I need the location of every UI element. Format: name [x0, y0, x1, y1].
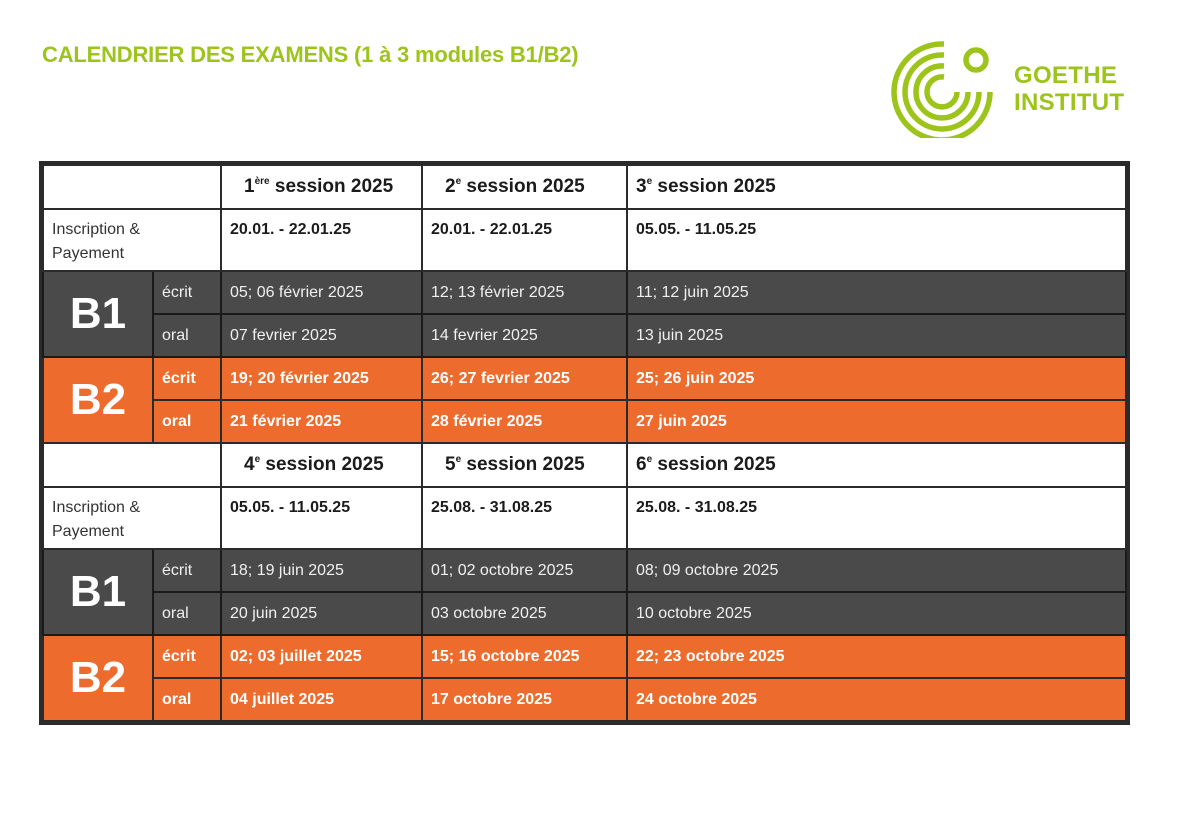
- b1-ecrit-row: B1 écrit 18; 19 juin 2025 01; 02 octobre…: [42, 548, 1127, 636]
- session-header: 4e session 2025: [220, 442, 423, 488]
- logo-line-2: INSTITUT: [1014, 89, 1125, 116]
- inscription-row: Inscription & Payement 05.05. - 11.05.25…: [42, 486, 1127, 550]
- logo-line-1: GOETHE: [1014, 62, 1118, 89]
- exam-type-label: oral: [152, 399, 222, 444]
- exam-date: 07 fevrier 2025: [220, 313, 423, 358]
- exam-date: 17 octobre 2025: [421, 677, 628, 722]
- session-header: 2e session 2025: [421, 164, 628, 210]
- exam-date: 04 juillet 2025: [220, 677, 423, 722]
- empty-corner-cell: [42, 442, 222, 488]
- exam-date: 28 février 2025: [421, 399, 628, 444]
- exam-date: 05; 06 février 2025: [220, 270, 423, 315]
- level-b1-label: B1: [42, 270, 154, 358]
- b2-oral-row: oral 04 juillet 2025 17 octobre 2025 24 …: [43, 677, 1127, 722]
- session-header-row: 4e session 2025 5e session 2025 6e sessi…: [42, 442, 1127, 488]
- exam-date: 15; 16 octobre 2025: [421, 634, 628, 679]
- exam-date: 20 juin 2025: [220, 591, 423, 636]
- level-b1-label: B1: [42, 548, 154, 636]
- exam-type-label: écrit: [152, 270, 222, 315]
- session-header: 6e session 2025: [626, 442, 1127, 488]
- goethe-institut-logo: GOETHE INSTITUT: [890, 38, 1130, 138]
- b1-oral-row: oral 07 fevrier 2025 14 fevrier 2025 13 …: [43, 313, 1127, 358]
- inscription-dates: 05.05. - 11.05.25: [626, 208, 1127, 272]
- inscription-dates: 20.01. - 22.01.25: [220, 208, 423, 272]
- level-b2-label: B2: [42, 634, 154, 722]
- empty-corner-cell: [42, 164, 222, 210]
- exam-date: 19; 20 février 2025: [220, 356, 423, 401]
- exam-date: 26; 27 fevrier 2025: [421, 356, 628, 401]
- exam-date: 24 octobre 2025: [626, 677, 1127, 722]
- inscription-label: Inscription & Payement: [42, 208, 222, 272]
- b2-ecrit-row: B2 écrit 02; 03 juillet 2025 15; 16 octo…: [42, 634, 1127, 722]
- exam-date: 12; 13 février 2025: [421, 270, 628, 315]
- b1-ecrit-row: B1 écrit 05; 06 février 2025 12; 13 févr…: [42, 270, 1127, 358]
- exam-date: 10 octobre 2025: [626, 591, 1127, 636]
- b2-ecrit-row: B2 écrit 19; 20 février 2025 26; 27 fevr…: [42, 356, 1127, 444]
- session-header: 1ère session 2025: [220, 164, 423, 210]
- level-b2-label: B2: [42, 356, 154, 444]
- exam-date: 25; 26 juin 2025: [626, 356, 1127, 401]
- exam-date: 13 juin 2025: [626, 313, 1127, 358]
- page-title: CALENDRIER DES EXAMENS (1 à 3 modules B1…: [42, 42, 579, 67]
- session-header-row: 1ère session 2025 2e session 2025 3e ses…: [42, 164, 1127, 210]
- inscription-dates: 25.08. - 31.08.25: [421, 486, 628, 550]
- b1-oral-row: oral 20 juin 2025 03 octobre 2025 10 oct…: [43, 591, 1127, 636]
- exam-date: 03 octobre 2025: [421, 591, 628, 636]
- exam-date: 21 février 2025: [220, 399, 423, 444]
- exam-type-label: oral: [152, 313, 222, 358]
- exam-type-label: écrit: [152, 634, 222, 679]
- inscription-dates: 20.01. - 22.01.25: [421, 208, 628, 272]
- exam-date: 02; 03 juillet 2025: [220, 634, 423, 679]
- exam-type-label: oral: [152, 677, 222, 722]
- b2-oral-row: oral 21 février 2025 28 février 2025 27 …: [43, 399, 1127, 444]
- session-header: 5e session 2025: [421, 442, 628, 488]
- inscription-dates: 05.05. - 11.05.25: [220, 486, 423, 550]
- exam-date: 27 juin 2025: [626, 399, 1127, 444]
- exam-type-label: oral: [152, 591, 222, 636]
- exam-date: 08; 09 octobre 2025: [626, 548, 1127, 593]
- exam-date: 18; 19 juin 2025: [220, 548, 423, 593]
- inscription-label: Inscription & Payement: [42, 486, 222, 550]
- session-header: 3e session 2025: [626, 164, 1127, 210]
- exam-type-label: écrit: [152, 356, 222, 401]
- exam-date: 22; 23 octobre 2025: [626, 634, 1127, 679]
- exam-calendar-table: 1ère session 2025 2e session 2025 3e ses…: [40, 162, 1129, 724]
- exam-date: 01; 02 octobre 2025: [421, 548, 628, 593]
- inscription-dates: 25.08. - 31.08.25: [626, 486, 1127, 550]
- logo-wordmark: GOETHE INSTITUT: [1014, 62, 1124, 116]
- exam-date: 14 fevrier 2025: [421, 313, 628, 358]
- exam-type-label: écrit: [152, 548, 222, 593]
- inscription-row: Inscription & Payement 20.01. - 22.01.25…: [42, 208, 1127, 272]
- exam-date: 11; 12 juin 2025: [626, 270, 1127, 315]
- goethe-spiral-icon: [891, 41, 993, 138]
